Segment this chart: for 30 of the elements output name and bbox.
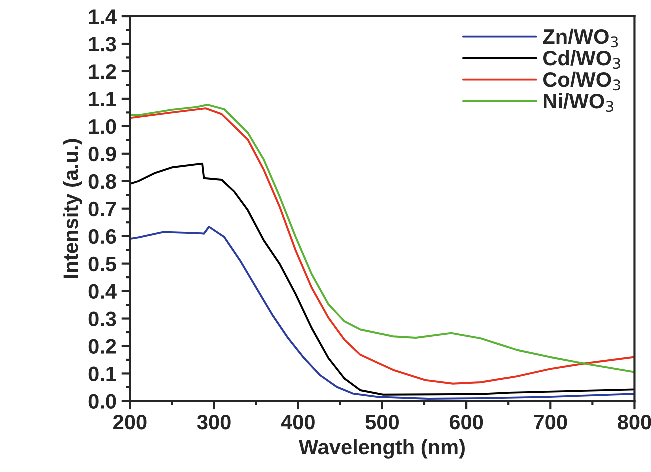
y-tick-label: 0.5 (88, 256, 116, 272)
legend-label: Zn/WO$_{3}$ (543, 28, 618, 48)
y-tick-label: 0.0 (88, 394, 116, 409)
y-tick-label: 0.6 (88, 229, 116, 244)
line-series (130, 226, 635, 400)
y-tick-label: 0.1 (88, 366, 116, 382)
x-tick-label: 700 (534, 414, 568, 430)
y-tick-label: 1.2 (89, 64, 116, 80)
legend-label: Co/WO$_{3}$ (544, 72, 620, 91)
y-tick-label: 0.4 (88, 284, 117, 300)
x-axis-title: Wavelength (nm) (298, 439, 465, 459)
y-tick-label: 0.9 (88, 146, 116, 162)
y-tick-label: 1.1 (89, 92, 116, 106)
x-tick-label: 200 (114, 414, 147, 430)
y-tick-label: 1.0 (89, 119, 116, 134)
y-tick-label: 0.3 (88, 312, 116, 327)
x-tick-label: 400 (281, 414, 315, 430)
x-tick-label: 800 (618, 414, 651, 430)
x-tick-label: 300 (197, 414, 231, 430)
y-tick-label: 0.8 (88, 174, 116, 190)
y-tick-label: 1.4 (89, 10, 117, 24)
line-series (130, 162, 635, 396)
y-tick-label: 0.2 (88, 339, 116, 354)
y-tick-label: 1.3 (89, 37, 116, 52)
legend-label: Ni/WO$_{3}$ (544, 93, 614, 112)
x-tick-label: 500 (366, 414, 399, 430)
x-tick-label: 600 (450, 414, 484, 430)
legend-label: Cd/WO$_{3}$ (544, 50, 620, 70)
y-tick-label: 0.7 (88, 202, 116, 217)
y-axis-title: Intensity (a.u.) (63, 139, 82, 278)
